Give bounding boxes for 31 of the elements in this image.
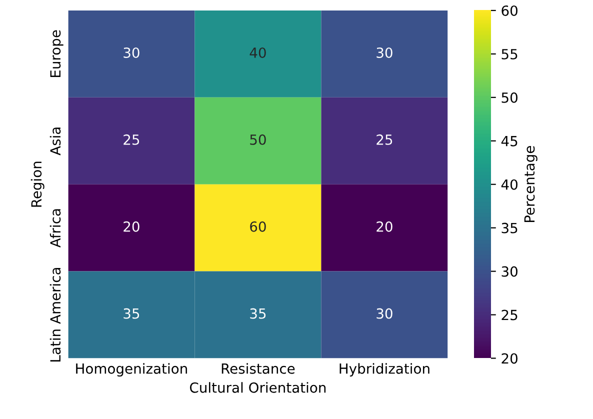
data-label: 50: [250, 134, 266, 145]
data-label: 35: [250, 308, 266, 319]
x-tick-label: Hybridization: [340, 363, 430, 377]
color-bar-label: 35: [502, 222, 518, 234]
color-bar-label: 25: [502, 310, 518, 320]
data-label: 30: [376, 47, 392, 58]
color-bar-title: Percentage: [524, 146, 538, 222]
color-bar-label: 55: [502, 49, 518, 60]
data-label: 25: [376, 134, 392, 145]
data-label: 60: [250, 221, 266, 232]
data-label: 20: [124, 221, 140, 232]
data-label: 20: [376, 221, 392, 232]
y-tick-label: Africa: [50, 209, 61, 248]
data-label: 40: [250, 47, 266, 58]
y-axis-title: Region: [30, 162, 44, 207]
x-tick-label: Resistance: [222, 363, 295, 374]
data-label: 35: [124, 308, 140, 319]
y-tick-label: Latin America: [50, 268, 61, 362]
y-tick-label: Europe: [50, 30, 64, 77]
y-tick-label: Asia: [50, 128, 61, 156]
x-axis-title: Cultural Orientation: [190, 382, 326, 393]
data-label: 25: [124, 134, 140, 145]
color-bar-label: 50: [502, 92, 518, 103]
color-bar-label: 20: [502, 353, 518, 364]
color-bar-label: 30: [502, 266, 518, 277]
color-bar-label: 45: [501, 136, 518, 146]
color-bar-label: 60: [502, 5, 518, 16]
data-label: 30: [376, 308, 392, 319]
x-tick-label: Homogenization: [76, 363, 187, 377]
color-bar-label: 40: [501, 179, 518, 190]
data-label: 30: [124, 47, 140, 58]
